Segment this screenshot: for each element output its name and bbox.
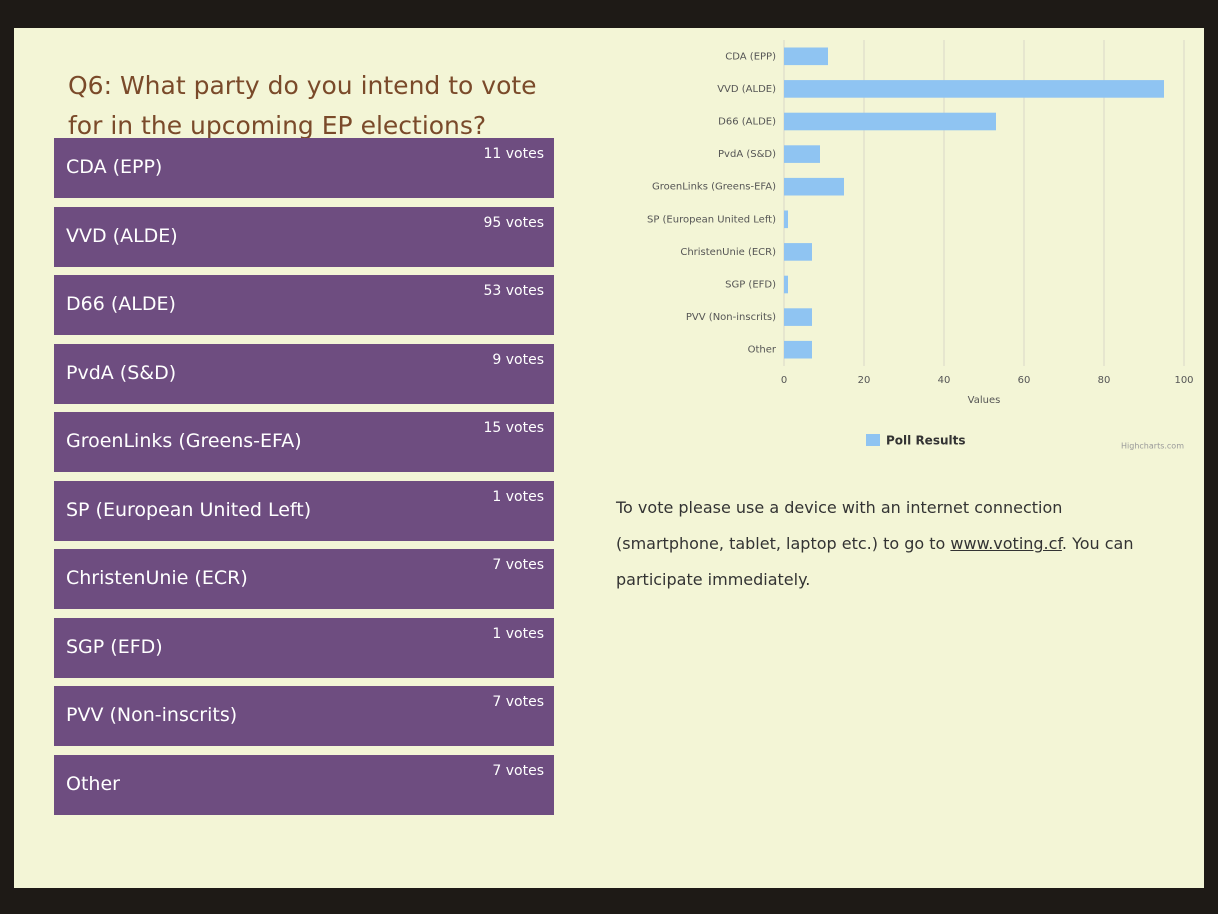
option-label: GroenLinks (Greens-EFA) [66, 430, 302, 452]
x-tick-label: 20 [858, 375, 871, 386]
vote-count: 7 votes [492, 762, 544, 779]
vote-count: 15 votes [483, 420, 544, 436]
legend-label: Poll Results [886, 434, 966, 448]
option-label: SP (European United Left) [66, 498, 312, 521]
question-title: Q6: What party do you intend to vote for… [68, 71, 537, 140]
option-label: SGP (EFD) [66, 635, 163, 658]
x-tick-label: 40 [938, 375, 951, 386]
vote-count: 7 votes [492, 557, 544, 573]
x-axis-title: Values [968, 395, 1001, 406]
bar [784, 308, 812, 326]
bar [784, 47, 828, 66]
vote-count: 53 votes [483, 283, 544, 299]
x-tick-label: 100 [1174, 375, 1193, 386]
option[interactable]: ChristenUnie (ECR) 7 votes [54, 549, 554, 609]
bar [784, 275, 788, 294]
bar [784, 340, 812, 359]
x-tick-label: 60 [1018, 375, 1031, 386]
y-tick-label: PVV (Non-inscrits) [686, 312, 776, 323]
option[interactable]: SP (European United Left) 1 votes [54, 480, 554, 541]
option[interactable]: Other 7 votes [54, 754, 554, 815]
y-tick-label: CDA (EPP) [725, 51, 776, 62]
option-label: D66 (ALDE) [66, 293, 176, 315]
bar [784, 210, 788, 229]
bar [784, 112, 996, 131]
vote-count: 95 votes [483, 214, 544, 231]
option-label: VVD (ALDE) [66, 224, 178, 247]
option[interactable]: PVV (Non-inscrits) 7 votes [54, 686, 554, 746]
option[interactable]: CDA (EPP) 11 votes [54, 138, 554, 198]
link[interactable]: www.voting.cf [950, 534, 1062, 553]
y-tick-label: VVD (ALDE) [717, 84, 776, 95]
bar [784, 80, 1164, 98]
bar [784, 243, 812, 261]
vote-count: 11 votes [483, 146, 544, 162]
y-tick-label: PvdA (S&D) [718, 149, 776, 160]
credit: Highcharts.com [1121, 442, 1184, 451]
legend-swatch [866, 434, 880, 446]
option-label: PVV (Non-inscrits) [66, 704, 238, 726]
bar [784, 177, 844, 196]
y-tick-label: D66 (ALDE) [718, 117, 776, 128]
vote-count: 9 votes [492, 351, 544, 368]
y-tick-label: Other [748, 345, 777, 356]
option[interactable]: PvdA (S&D) 9 votes [54, 343, 554, 404]
y-tick-label: GroenLinks (Greens-EFA) [652, 182, 776, 193]
option-label: PvdA (S&D) [66, 361, 177, 384]
vote-count: 1 votes [492, 625, 544, 642]
instructions: To vote please use a device with an inte… [616, 490, 1156, 598]
vote-count: 7 votes [492, 694, 544, 710]
option-label: Other [66, 772, 120, 795]
instructions-text: To vote please use a device with an inte… [616, 498, 1063, 553]
option[interactable]: GroenLinks (Greens-EFA) 15 votes [54, 412, 554, 472]
option[interactable]: D66 (ALDE) 53 votes [54, 275, 554, 335]
y-tick-label: SGP (EFD) [725, 280, 776, 291]
chart: 0 20 40 60 80 100 Values CDA (EPP) VVD (ALDE) D66… [647, 40, 1194, 451]
x-tick-label: 0 [781, 375, 787, 386]
x-tick-label: 80 [1098, 375, 1111, 386]
bar [784, 145, 820, 163]
screen: Q6: What party do you intend to vote for… [14, 28, 1204, 888]
options: CDA (EPP) 11 votes VVD (ALDE) 95 votes D66 (… [54, 138, 554, 823]
vote-count: 1 votes [492, 488, 544, 505]
option-label: ChristenUnie (ECR) [66, 567, 248, 589]
instructions-text: . You can participate immediately. [616, 534, 1134, 589]
y-tick-label: ChristenUnie (ECR) [680, 247, 776, 258]
option-label: CDA (EPP) [66, 156, 163, 178]
option[interactable]: SGP (EFD) 1 votes [54, 617, 554, 678]
option[interactable]: VVD (ALDE) 95 votes [54, 206, 554, 267]
y-tick-label: SP (European United Left) [647, 214, 776, 225]
